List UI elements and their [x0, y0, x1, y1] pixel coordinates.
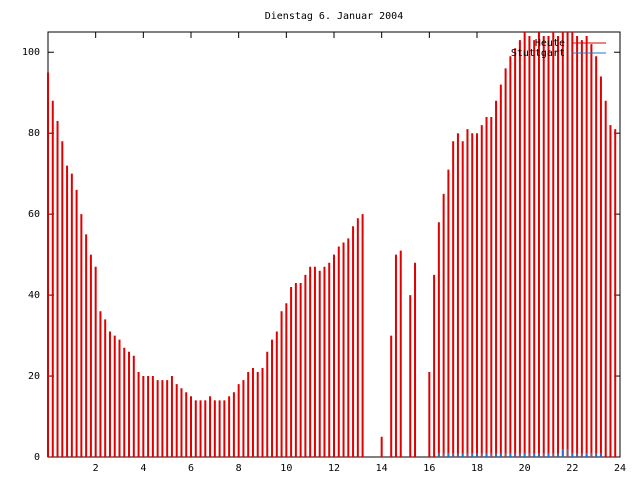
x-tick-label: 12	[328, 463, 340, 474]
x-tick-label: 16	[423, 463, 435, 474]
x-tick-label: 22	[566, 463, 578, 474]
x-tick-label: 8	[236, 463, 242, 474]
x-tick-label: 24	[614, 463, 626, 474]
x-tick-label: 20	[519, 463, 531, 474]
x-tick-label: 18	[471, 463, 483, 474]
y-tick-label: 100	[22, 47, 40, 58]
x-tick-label: 4	[140, 463, 146, 474]
legend-label: Heute	[535, 38, 565, 49]
x-tick-label: 14	[376, 463, 388, 474]
x-tick-label: 2	[93, 463, 99, 474]
chart-title: Dienstag 6. Januar 2004	[265, 11, 403, 22]
legend-label: Stuttgart	[511, 48, 565, 59]
y-tick-label: 20	[28, 371, 40, 382]
y-tick-label: 40	[28, 290, 40, 301]
x-tick-label: 6	[188, 463, 194, 474]
x-tick-label: 10	[280, 463, 292, 474]
y-tick-label: 60	[28, 209, 40, 220]
y-tick-label: 80	[28, 128, 40, 139]
y-tick-label: 0	[34, 452, 40, 463]
